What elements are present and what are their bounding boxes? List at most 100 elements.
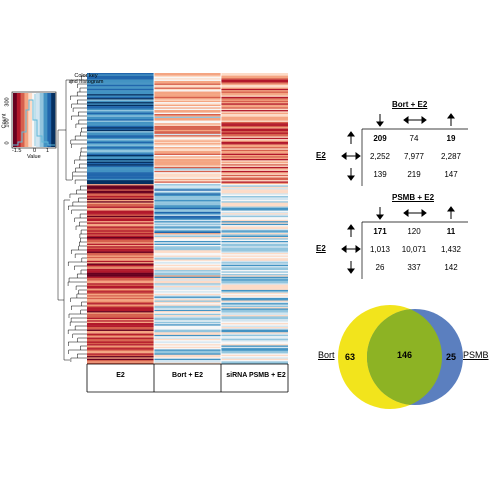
heatmap-cell bbox=[87, 203, 154, 206]
heatmap-cell bbox=[221, 303, 288, 305]
heatmap-cell bbox=[154, 115, 221, 117]
heatmap-cell bbox=[87, 329, 154, 332]
heatmap-cell bbox=[87, 349, 154, 351]
heatmap-cell bbox=[221, 209, 288, 211]
heatmap-cell bbox=[87, 137, 154, 140]
heatmap-cell bbox=[221, 133, 288, 136]
table-psmb-cell: 26 bbox=[375, 263, 385, 272]
heatmap-cell bbox=[221, 96, 288, 99]
heatmap-cell bbox=[154, 289, 221, 292]
heatmap-cell bbox=[221, 361, 288, 363]
heatmap-cell bbox=[87, 88, 154, 91]
heatmap-cell bbox=[87, 125, 154, 128]
heatmap-cell bbox=[87, 252, 154, 255]
heatmap-cell bbox=[87, 177, 154, 180]
heatmap-cell bbox=[87, 178, 154, 181]
heatmap-cell bbox=[154, 160, 221, 162]
heatmap-cell bbox=[87, 303, 154, 305]
heatmap-cell bbox=[87, 272, 154, 275]
heatmap-cell bbox=[87, 281, 154, 284]
heatmap-cell bbox=[221, 79, 288, 82]
row-dendrogram bbox=[57, 75, 87, 362]
heatmap-cell bbox=[221, 321, 288, 324]
table-bort-cell: 147 bbox=[444, 170, 458, 179]
heatmap-cell bbox=[87, 193, 154, 195]
heatmap-cell bbox=[221, 201, 288, 203]
heatmap-cell bbox=[221, 116, 288, 119]
color-key-x-tick: 0 bbox=[33, 148, 37, 154]
heatmap-cell bbox=[154, 319, 221, 321]
left-right-arrow-icon bbox=[403, 209, 427, 217]
heatmap-cell bbox=[154, 348, 221, 350]
heatmap-cell bbox=[221, 337, 288, 340]
heatmap-cell bbox=[87, 151, 154, 153]
heatmap-cell bbox=[221, 74, 288, 76]
heatmap-cell bbox=[87, 317, 154, 320]
heatmap-cell bbox=[221, 207, 288, 210]
heatmap-cell bbox=[154, 311, 221, 313]
heatmap-cell bbox=[221, 174, 288, 177]
heatmap-cell bbox=[221, 123, 288, 125]
heatmap-cell bbox=[221, 235, 288, 238]
heatmap-cell bbox=[221, 132, 288, 135]
heatmap-cell bbox=[221, 75, 288, 78]
heatmap-cell bbox=[154, 181, 221, 183]
heatmap-cell bbox=[154, 197, 221, 199]
heatmap-cell bbox=[154, 188, 221, 190]
heatmap-cell bbox=[87, 149, 154, 152]
heatmap-cell bbox=[154, 106, 221, 108]
heatmap-cell bbox=[221, 313, 288, 316]
table-bort-cell: 74 bbox=[409, 134, 419, 143]
heatmap-cell bbox=[154, 340, 221, 342]
heatmap-cell bbox=[221, 148, 288, 150]
heatmap-cell bbox=[87, 158, 154, 161]
column-label-bort-e2: Bort + E2 bbox=[172, 372, 203, 379]
color-key bbox=[11, 91, 57, 149]
heatmap-cell bbox=[87, 322, 154, 325]
heatmap-cell bbox=[154, 201, 221, 203]
heatmap-cell bbox=[154, 328, 221, 330]
heatmap-cell bbox=[87, 309, 154, 312]
heatmap-cell bbox=[221, 312, 288, 314]
heatmap-cell bbox=[87, 135, 154, 137]
heatmap-cell bbox=[221, 210, 288, 213]
heatmap-cell bbox=[221, 357, 288, 359]
left-right-arrow-icon bbox=[341, 245, 361, 253]
heatmap-cell bbox=[154, 199, 221, 202]
heatmap-cell bbox=[154, 112, 221, 115]
heatmap-cell bbox=[87, 197, 154, 199]
table-bort-arrows bbox=[341, 113, 468, 186]
heatmap-cell bbox=[221, 190, 288, 193]
heatmap-cell bbox=[221, 129, 288, 132]
heatmap-cell bbox=[154, 117, 221, 120]
heatmap-cell bbox=[154, 244, 221, 247]
heatmap-cell bbox=[221, 267, 288, 269]
heatmap-cell bbox=[154, 108, 221, 111]
heatmap-cell bbox=[221, 308, 288, 310]
heatmap-cell bbox=[154, 308, 221, 310]
heatmap-cell bbox=[221, 362, 288, 365]
heatmap-cell bbox=[221, 338, 288, 341]
heatmap-cell bbox=[154, 110, 221, 112]
table-psmb-cell: 10,071 bbox=[401, 245, 427, 254]
heatmap-cell bbox=[221, 225, 288, 227]
heatmap-cell bbox=[221, 358, 288, 361]
heatmap-cell bbox=[87, 148, 154, 150]
heatmap-cell bbox=[87, 300, 154, 303]
heatmap-cell bbox=[87, 285, 154, 288]
table-bort-cell: 7,977 bbox=[403, 152, 425, 161]
heatmap-cell bbox=[87, 117, 154, 120]
heatmap-cell bbox=[87, 128, 154, 131]
heatmap-cell bbox=[221, 289, 288, 292]
heatmap-cell bbox=[154, 211, 221, 214]
heatmap-cell bbox=[87, 143, 154, 145]
heatmap-cell bbox=[221, 192, 288, 194]
heatmap-cell bbox=[154, 357, 221, 359]
heatmap-cell bbox=[87, 333, 154, 336]
heatmap-cell bbox=[221, 350, 288, 353]
heatmap-cell bbox=[87, 287, 154, 289]
heatmap-cell bbox=[221, 218, 288, 221]
heatmap-cell bbox=[87, 336, 154, 338]
heatmap-cell bbox=[221, 155, 288, 157]
heatmap-cell bbox=[87, 190, 154, 193]
